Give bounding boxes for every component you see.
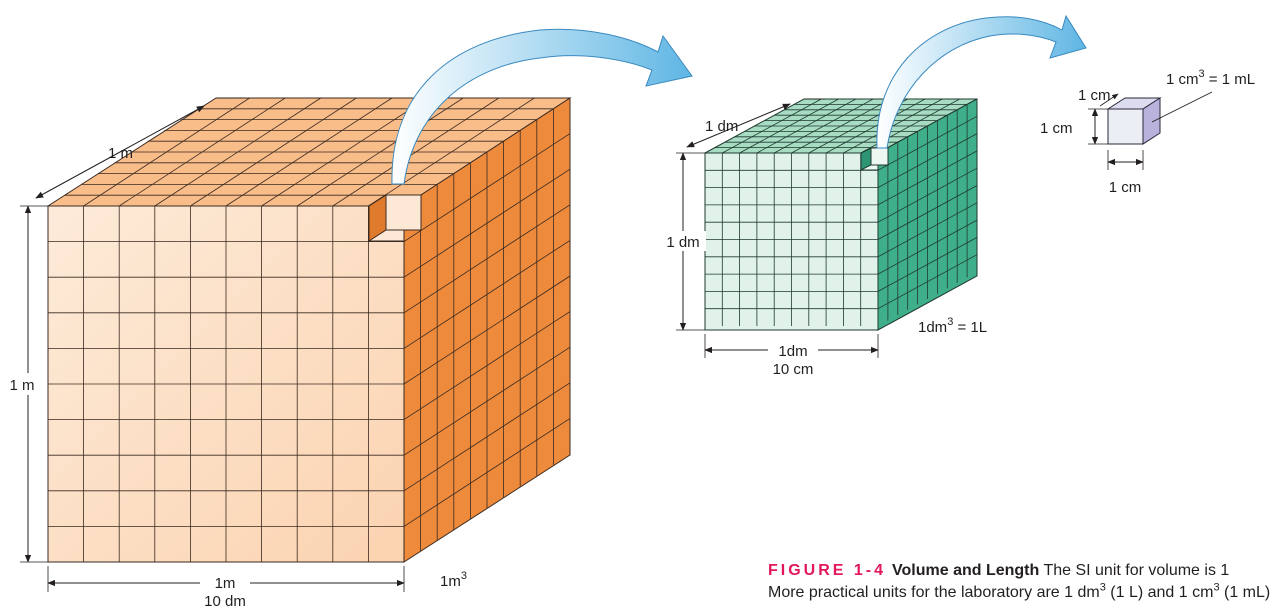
large-cube-dimensions: 1 m 1m 10 dm 1 m 1m3: [0, 97, 467, 608]
medium-cube-dimensions: 1 dm 1dm 10 cm 1 dm 1dm3 = 1L: [660, 98, 987, 378]
large-cube-width-sublabel: 10 dm: [204, 593, 246, 608]
large-cube-depth-label: 1 m: [108, 145, 133, 162]
large-cube: [46, 97, 572, 563]
medium-cube: [704, 98, 978, 331]
figure-caption: FIGURE 1-4 Volume and Length The SI unit …: [768, 560, 1283, 608]
medium-cube-width-label: 1dm: [778, 343, 807, 360]
large-cube-cutout: [367, 194, 423, 242]
figure-number: FIGURE 1-4: [768, 562, 887, 579]
caption-line-2: More practical units for the laboratory …: [768, 581, 1271, 601]
small-cube-width-label: 1 cm: [1109, 179, 1142, 196]
caption-line-1: The SI unit for volume is 1: [1043, 562, 1230, 579]
large-cube-width-label: 1m: [215, 575, 236, 592]
zoom-arrow-1: [391, 28, 693, 185]
zoom-arrow-2: [876, 14, 1087, 149]
large-cube-height-label: 1 m: [9, 377, 34, 394]
medium-cube-cutout: [860, 147, 889, 171]
medium-cube-volume-label: 1dm3 = 1L: [918, 316, 987, 336]
small-cube-dimensions: 1 cm 1 cm 1 cm 1 cm3 = 1 mL: [1040, 68, 1255, 196]
small-cube-depth-label: 1 cm: [1078, 87, 1111, 104]
medium-cube-height-label: 1 dm: [666, 234, 699, 251]
small-cube: [1106, 97, 1162, 145]
medium-cube-depth-label: 1 dm: [705, 118, 738, 135]
figure-title: Volume and Length: [892, 562, 1040, 579]
medium-cube-width-sublabel: 10 cm: [773, 361, 814, 378]
small-cube-volume-label: 1 cm3 = 1 mL: [1166, 68, 1255, 88]
medium-cube-grid: [705, 98, 978, 326]
large-cube-grid: [48, 97, 571, 562]
small-cube-front-face: [1107, 108, 1144, 145]
large-cube-volume-label: 1m3: [440, 570, 467, 590]
small-cube-height-label: 1 cm: [1040, 120, 1073, 137]
